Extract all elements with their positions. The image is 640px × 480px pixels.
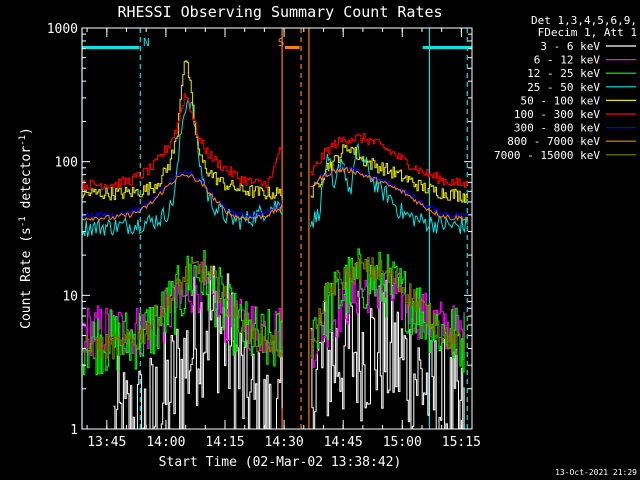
series-line <box>310 166 468 222</box>
night-bar <box>422 46 472 49</box>
y-label-part: Count Rate (s <box>19 227 34 329</box>
x-axis-label: Start Time (02-Mar-02 13:38:42) <box>159 455 402 470</box>
series-line <box>310 257 465 360</box>
axes-layer: 1 10 100 1000 13:45 14:00 14:15 14:30 14:45 15:00… <box>47 22 481 450</box>
y-tick-label: 1000 <box>47 22 78 37</box>
series-line <box>81 173 283 222</box>
legend-entry-label: 300 - 800 keV <box>514 122 600 135</box>
annotation-label: S <box>278 36 285 49</box>
legend-entry-label: 3 - 6 keV <box>540 40 600 53</box>
legend-header: Det 1,3,4,5,6,9, <box>531 14 637 27</box>
legend-entry-label: 12 - 25 keV <box>527 67 600 80</box>
series-line <box>310 266 465 368</box>
x-tick-label: 14:15 <box>205 435 244 450</box>
y-label-superscript: -1 <box>18 216 28 227</box>
night-bars-layer <box>82 46 472 49</box>
legend-entry-label: 800 - 7000 keV <box>507 135 600 148</box>
series-line <box>82 261 283 356</box>
series-line <box>82 93 283 191</box>
y-tick-label: 10 <box>62 289 78 304</box>
series-line <box>81 98 283 237</box>
x-tick-label: 14:45 <box>324 435 363 450</box>
legend: Det 1,3,4,5,6,9,FDecim 1, Att 13 - 6 keV… <box>494 14 637 162</box>
legend-entry-label: 100 - 300 keV <box>514 108 600 121</box>
legend-entry-label: 7000 - 15000 keV <box>494 149 600 162</box>
plot-frame <box>81 27 473 430</box>
series-line <box>113 265 283 430</box>
y-label-part: ) <box>19 127 34 135</box>
x-tick-label: 14:30 <box>265 435 304 450</box>
y-label-superscript: -1 <box>18 135 28 146</box>
night-bar <box>284 46 300 49</box>
chart-title: RHESSI Observing Summary Count Rates <box>117 3 442 21</box>
series-line <box>82 256 283 360</box>
y-tick-label: 1 <box>70 423 78 438</box>
footer-date: 13-Oct-2021 21:29 <box>555 468 637 477</box>
x-tick-label: 15:15 <box>442 435 481 450</box>
x-tick-label: 14:00 <box>146 435 185 450</box>
series-layer <box>81 60 468 430</box>
series-line <box>81 170 283 219</box>
legend-entry-label: 50 - 100 keV <box>521 94 601 107</box>
series-line <box>310 144 468 203</box>
x-tick-label: 13:45 <box>87 435 126 450</box>
x-tick-label: 15:00 <box>383 435 422 450</box>
y-label-part: detector <box>19 146 34 217</box>
annotation-label: N <box>143 36 150 49</box>
y-tick-label: 100 <box>55 156 78 171</box>
night-bar <box>82 46 140 49</box>
series-line <box>82 60 283 201</box>
legend-header: FDecim 1, Att 1 <box>538 26 637 39</box>
legend-entry-label: 6 - 12 keV <box>534 54 601 67</box>
series-line <box>310 133 468 188</box>
y-axis-label: Count Rate (s-1 detector-1) <box>18 127 34 329</box>
series-line <box>310 142 468 234</box>
series-line <box>82 250 283 376</box>
legend-entry-label: 25 - 50 keV <box>527 81 600 94</box>
